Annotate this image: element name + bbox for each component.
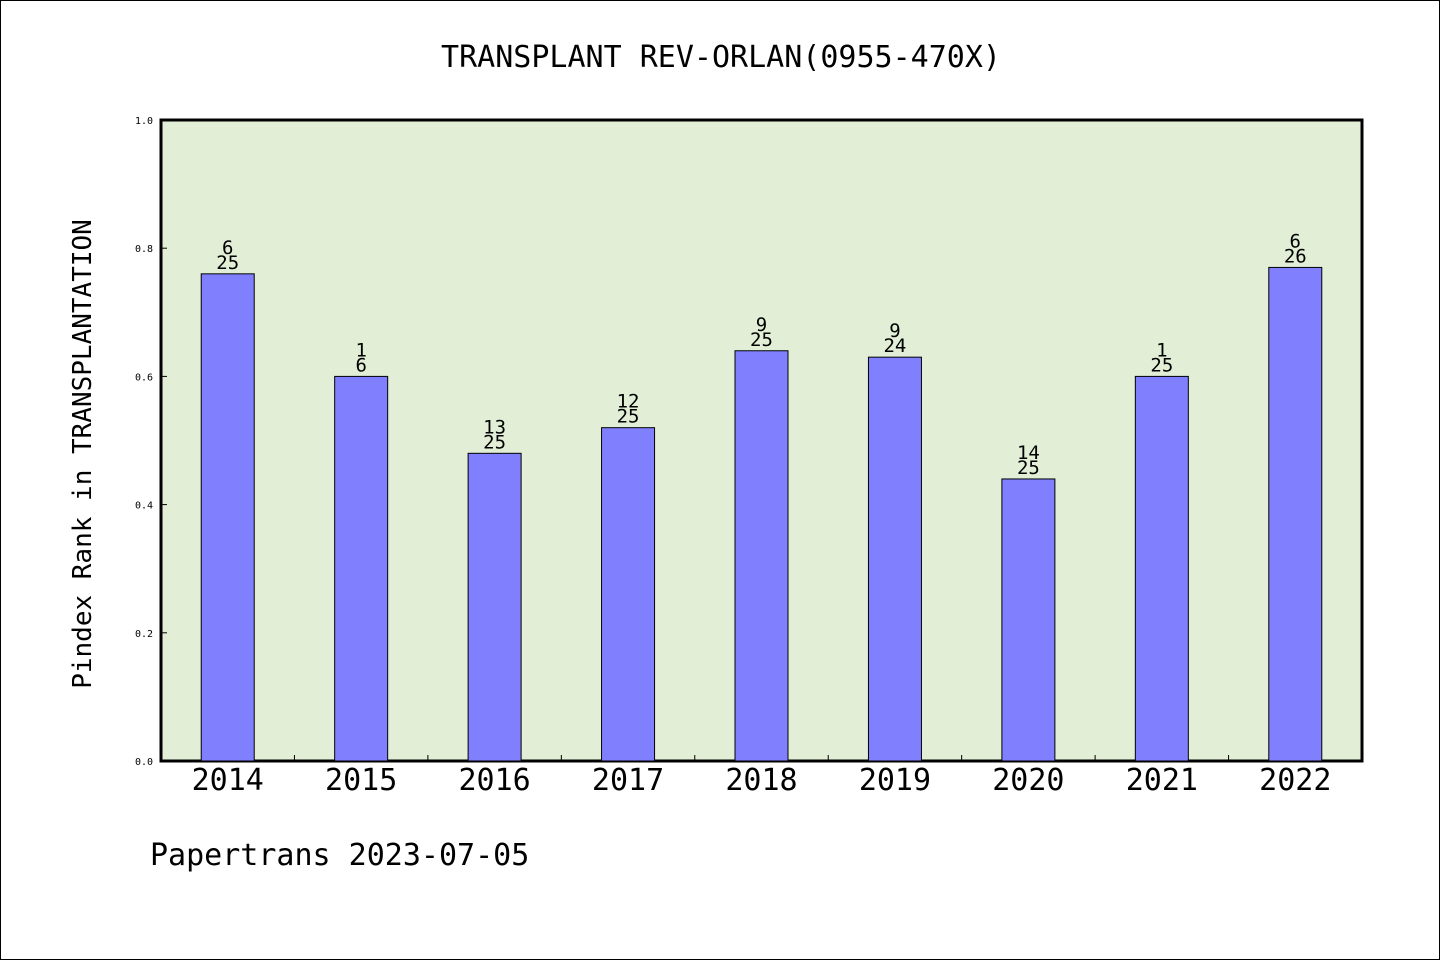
bar	[1268, 266, 1323, 762]
footer-text: Papertrans 2023-07-05	[150, 838, 529, 873]
x-tick-label: 2017	[592, 763, 664, 798]
bar	[601, 427, 656, 762]
bar-rank-label: 1	[1156, 339, 1167, 361]
x-tick-label: 2014	[192, 763, 264, 798]
bar-total-label: 25	[1150, 354, 1173, 376]
bar-rank-label: 12	[617, 391, 640, 413]
bar-total-label: 25	[750, 329, 773, 351]
bar-total-label: 6	[355, 354, 366, 376]
bar-total-label: 26	[1284, 245, 1307, 267]
bar	[867, 356, 922, 762]
x-tick-label: 2022	[1259, 763, 1331, 798]
bar	[1001, 478, 1056, 762]
x-tick-label: 2016	[458, 763, 530, 798]
y-tick-label: 0.6	[135, 372, 153, 383]
y-tick-label: 0.4	[135, 501, 153, 512]
bar-rank-label: 9	[756, 314, 767, 336]
x-tick-label: 2015	[325, 763, 397, 798]
y-axis: 0.0 0.2 0.4 0.6 0.8 1.0	[135, 116, 167, 768]
bar-rank-label: 6	[1290, 230, 1301, 252]
bar	[1134, 375, 1189, 762]
bar-rank-label: 13	[483, 416, 506, 438]
bar-rank-label: 1	[355, 339, 366, 361]
bar-total-label: 25	[216, 252, 239, 274]
x-tick-label: 2021	[1126, 763, 1198, 798]
x-tick-label: 2020	[992, 763, 1064, 798]
bar-total-label: 25	[483, 431, 506, 453]
y-tick-label: 0.2	[135, 629, 153, 640]
bar	[734, 350, 789, 762]
bar	[334, 375, 389, 762]
bar-total-label: 25	[617, 406, 640, 428]
x-tick-label: 2019	[859, 763, 931, 798]
y-axis-label: Pindex Rank in TRANSPLANTATION	[68, 219, 98, 689]
chart-title: TRANSPLANT REV-ORLAN(0955-470X)	[441, 40, 1001, 75]
bar-total-label: 24	[883, 335, 906, 357]
y-tick-label: 0.8	[135, 244, 153, 255]
x-axis: 2014 2015 2016 2017 2018 2019 2020 2021 2022	[192, 755, 1331, 798]
bar-rank-label: 6	[222, 237, 233, 259]
bar	[467, 452, 522, 762]
x-tick-label: 2018	[725, 763, 797, 798]
y-tick-label: 1.0	[135, 116, 153, 127]
bar-total-label: 25	[1017, 457, 1040, 479]
bar	[200, 273, 255, 762]
bar-rank-label: 14	[1017, 442, 1040, 464]
y-tick-label: 0.0	[135, 757, 153, 768]
bar-rank-label: 9	[889, 320, 900, 342]
